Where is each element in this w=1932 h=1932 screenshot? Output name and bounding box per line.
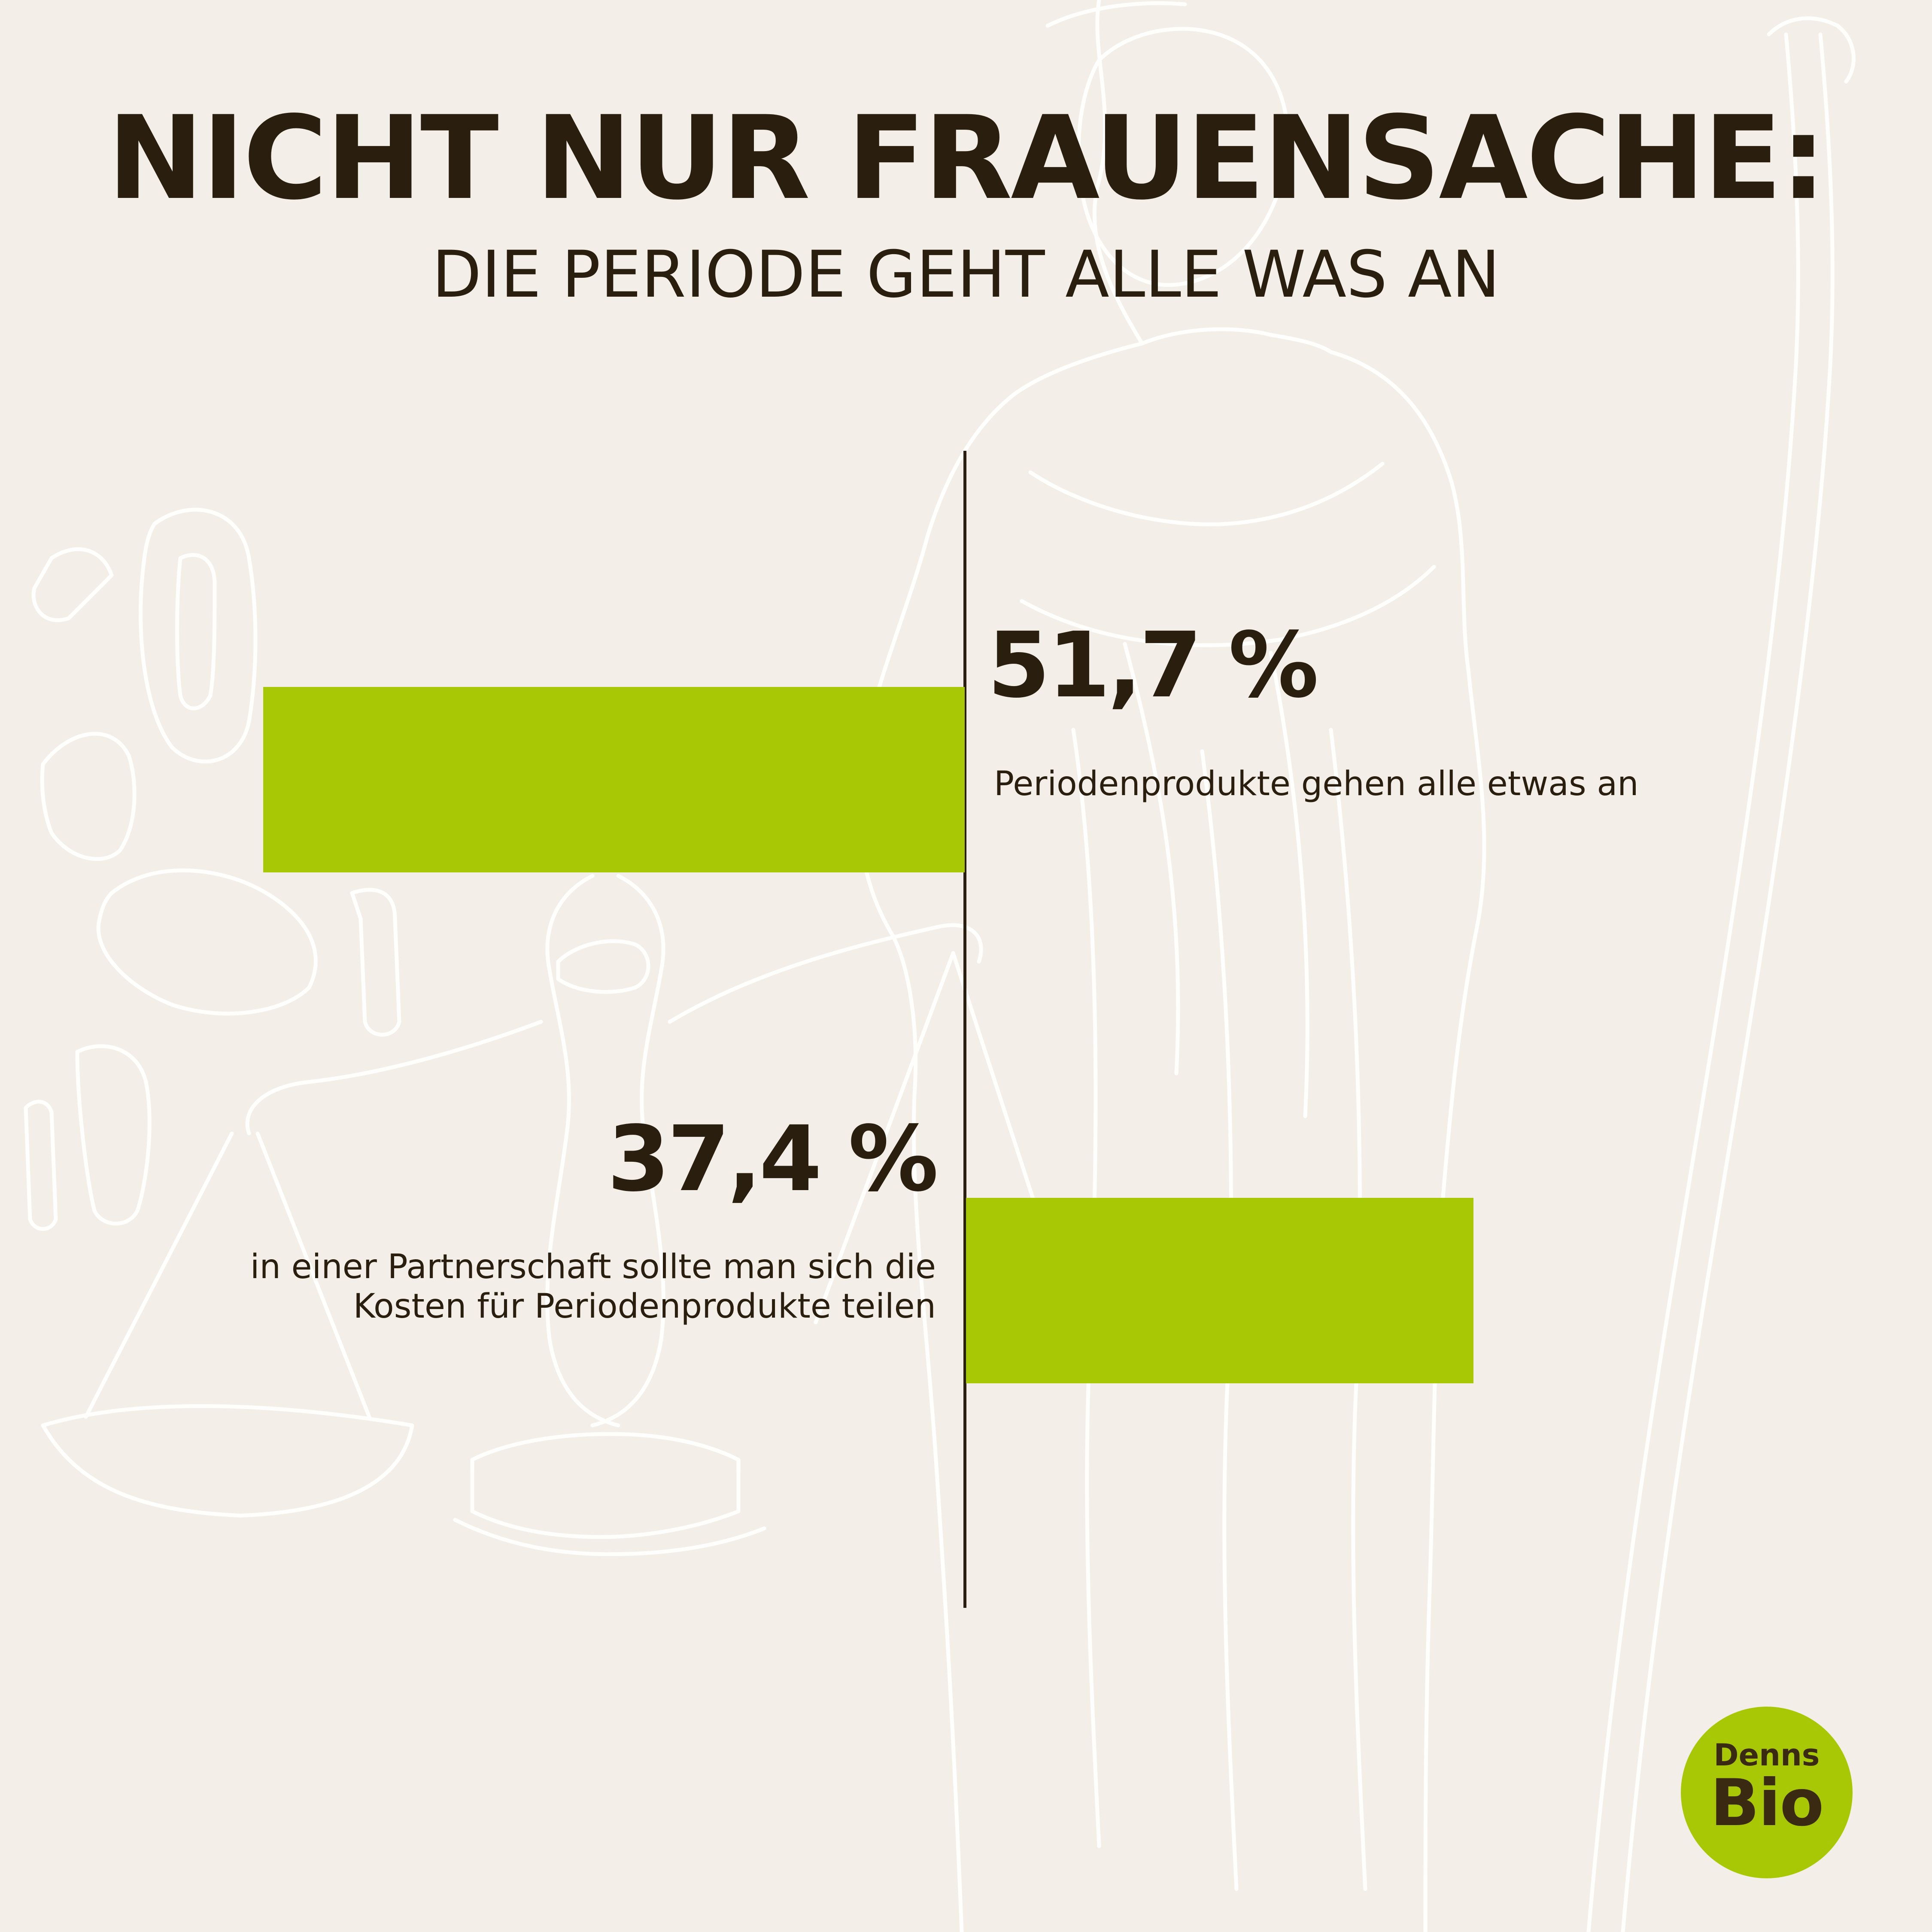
description-label-bar-1: Periodenprodukte gehen alle etwas an	[994, 765, 1639, 803]
description-label-bar-2: in einer Partnerschaft sollte man sich d…	[250, 1248, 936, 1326]
page-subtitle: DIE PERIODE GEHT ALLE WAS AN	[432, 237, 1500, 312]
logo-text-bottom: Bio	[1710, 1766, 1824, 1841]
logo-text-top: Denns	[1713, 1738, 1820, 1773]
scale-outline	[545, 874, 620, 1428]
value-label-bar-1: 51,7 %	[987, 613, 1319, 718]
center-axis-line	[963, 451, 966, 1608]
bar-kosten-teilen	[966, 1198, 1473, 1383]
value-label-bar-2: 37,4 %	[607, 1106, 939, 1212]
bar-periodenprodukte-gehen-alle-an	[263, 687, 965, 872]
page-title: NICHT NUR FRAUENSACHE:	[107, 91, 1826, 225]
denns-bio-logo: Denns Bio	[1681, 1707, 1853, 1878]
pad-outline	[139, 507, 258, 764]
